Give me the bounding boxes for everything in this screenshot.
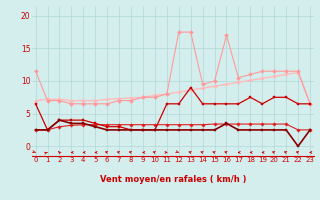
X-axis label: Vent moyen/en rafales ( km/h ): Vent moyen/en rafales ( km/h )	[100, 174, 246, 184]
